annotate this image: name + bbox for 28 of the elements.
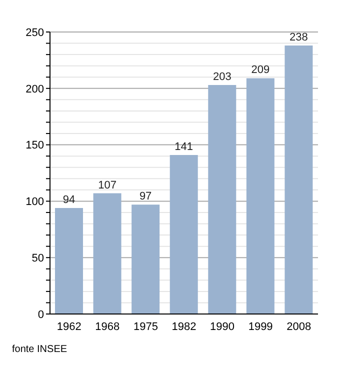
data-label: 203 <box>212 71 232 84</box>
data-label: 107 <box>98 179 116 192</box>
x-tick-label: 1990 <box>210 320 235 333</box>
x-tick-label: 2008 <box>286 320 312 333</box>
x-tick-label: 1975 <box>133 320 158 333</box>
x-tick-label: 1999 <box>248 320 273 333</box>
y-tick-label: 50 <box>32 252 44 265</box>
bar <box>208 85 236 314</box>
bar <box>132 204 160 314</box>
y-tick-label: 200 <box>26 83 44 96</box>
source-note: fonte INSEE <box>12 344 68 355</box>
bar <box>93 193 122 314</box>
y-tick-label: 150 <box>26 140 44 152</box>
y-tick-label: 100 <box>26 196 44 208</box>
data-label: 94 <box>62 194 76 206</box>
bar <box>55 208 83 314</box>
data-label: 209 <box>251 64 270 76</box>
y-tick-label: 250 <box>26 26 44 39</box>
x-tick-label: 1982 <box>172 320 196 333</box>
data-label: 141 <box>174 140 194 153</box>
bar <box>284 46 313 314</box>
y-tick-label: 0 <box>38 308 44 321</box>
data-label: 97 <box>139 190 152 203</box>
x-tick-label: 1968 <box>95 320 120 333</box>
bar <box>170 154 198 314</box>
bar <box>246 78 274 314</box>
x-tick-label: 1962 <box>56 320 82 333</box>
data-label: 238 <box>290 32 308 44</box>
